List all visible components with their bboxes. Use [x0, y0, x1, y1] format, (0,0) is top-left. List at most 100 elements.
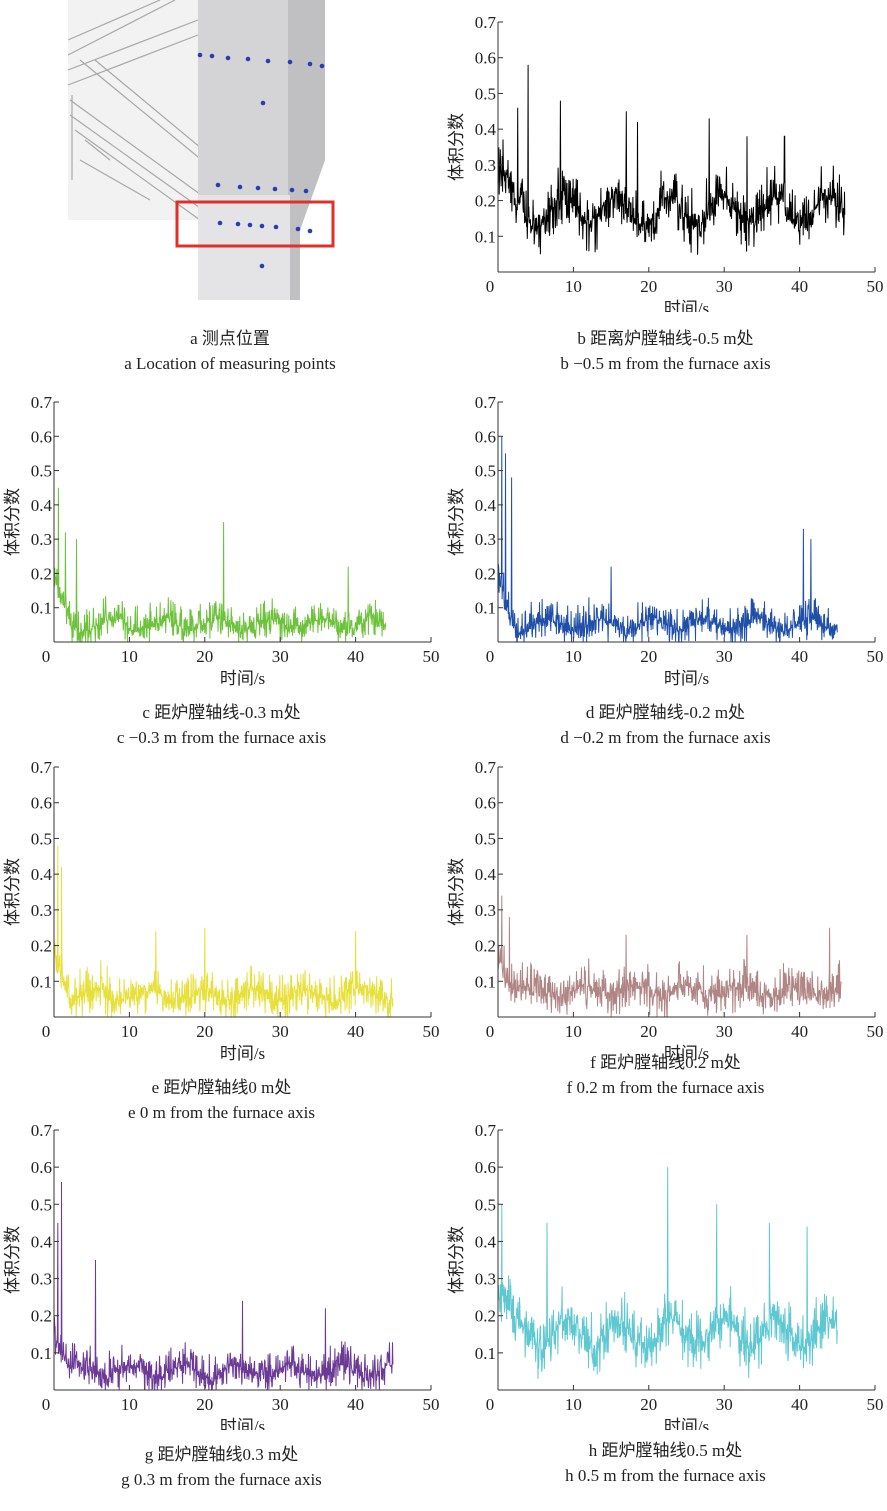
y-tick-label: 0.7 — [475, 1121, 497, 1140]
measuring-point — [307, 228, 313, 234]
y-tick-label: 0.4 — [475, 496, 497, 515]
caption-a-en: a Location of measuring points — [124, 354, 336, 373]
caption-d-cn: d 距炉膛轴线-0.2 m处 — [585, 703, 746, 722]
y-tick-label: 0.6 — [31, 1158, 52, 1177]
furnace-diagram — [67, 0, 335, 300]
measuring-point — [303, 188, 309, 194]
x-tick-label: 50 — [423, 647, 440, 666]
x-tick-label: 10 — [565, 647, 582, 666]
x-axis-label: 时间/s — [664, 299, 709, 312]
x-tick-label: 10 — [565, 1022, 582, 1041]
y-tick-label: 0.4 — [475, 1232, 497, 1251]
measuring-point — [217, 220, 223, 226]
x-tick-label: 0 — [42, 1395, 51, 1414]
y-tick-label: 0.7 — [475, 13, 497, 32]
x-tick-label: 40 — [347, 1022, 364, 1041]
x-tick-label: 20 — [640, 1395, 657, 1414]
x-tick-label: 40 — [791, 647, 808, 666]
measuring-point — [289, 187, 295, 193]
y-axis-label: 体积分数 — [447, 113, 466, 181]
x-tick-label: 50 — [867, 1022, 884, 1041]
x-tick-label: 20 — [640, 647, 657, 666]
measuring-point — [215, 182, 221, 188]
x-tick-label: 40 — [791, 277, 808, 296]
series-line-h — [497, 1167, 838, 1379]
x-tick-label: 0 — [486, 277, 495, 296]
x-axis-label: 时间/s — [220, 1417, 265, 1430]
x-tick-label: 10 — [121, 1395, 138, 1414]
x-tick-label: 0 — [42, 1022, 51, 1041]
series-line-e — [53, 845, 394, 1018]
x-tick-label: 30 — [272, 647, 289, 666]
y-axis-label: 体积分数 — [3, 1226, 22, 1294]
y-tick-label: 0.4 — [31, 1232, 53, 1251]
measuring-point — [245, 56, 251, 62]
y-tick-label: 0.6 — [475, 794, 496, 813]
x-tick-label: 40 — [791, 1395, 808, 1414]
measuring-point — [273, 224, 279, 230]
y-tick-label: 0.3 — [31, 530, 52, 549]
panel-c: 0.1 0.2 0.3 0.4 0.5 0.6 0.7 0 10 20 30 40 50 时间/s 体积分数… — [0, 380, 443, 755]
chart-g: 0.1 0.2 0.3 0.4 0.5 0.6 0.7 0 10 20 30 40 50 时间/s 体积分数 — [3, 1121, 440, 1430]
x-tick-label: 20 — [196, 1022, 213, 1041]
measuring-point — [319, 63, 325, 69]
measuring-point — [237, 184, 243, 190]
y-tick-label: 0.5 — [475, 462, 496, 481]
caption-g-cn: g 距炉膛轴线0.3 m处 — [144, 1445, 299, 1464]
panel-f: 0.1 0.2 0.3 0.4 0.5 0.6 0.7 0 10 20 30 40 50 时间/s 体积分数… — [444, 755, 887, 1118]
x-tick-label: 40 — [347, 647, 364, 666]
measuring-point — [259, 263, 265, 269]
panel-g: 0.1 0.2 0.3 0.4 0.5 0.6 0.7 0 10 20 30 40 50 时间/s 体积分数… — [0, 1118, 443, 1511]
x-axis-label: 时间/s — [664, 1417, 709, 1430]
panel-a: a 测点位置 a Location of measuring points — [0, 0, 444, 380]
x-tick-label: 0 — [486, 647, 495, 666]
chart-b: 0.1 0.2 0.3 0.4 0.5 0.6 0.7 0 10 20 30 40 50 时间/s 体积分数 — [447, 13, 884, 312]
y-tick-label: 0.2 — [475, 564, 496, 583]
measuring-point — [295, 226, 301, 232]
x-tick-label: 10 — [121, 647, 138, 666]
series-line-g — [53, 1181, 394, 1391]
caption-c-cn: c 距炉膛轴线-0.3 m处 — [142, 703, 301, 722]
measuring-points — [197, 52, 325, 269]
y-tick-label: 0.6 — [31, 794, 52, 813]
x-tick-label: 20 — [640, 1022, 657, 1041]
x-tick-label: 30 — [716, 1395, 733, 1414]
y-axis-label: 体积分数 — [447, 488, 466, 556]
y-tick-label: 0.7 — [31, 1121, 53, 1140]
y-tick-label: 0.1 — [31, 1344, 52, 1363]
x-tick-label: 50 — [423, 1395, 440, 1414]
measuring-point — [260, 100, 266, 106]
y-tick-label: 0.4 — [475, 120, 497, 139]
measuring-point — [247, 222, 253, 228]
y-tick-label: 0.5 — [31, 829, 52, 848]
x-tick-label: 10 — [565, 277, 582, 296]
caption-a-cn: a 测点位置 — [190, 329, 270, 348]
y-axis-label: 体积分数 — [447, 858, 466, 926]
x-axis-label: 时间/s — [664, 1044, 709, 1063]
y-axis-label: 体积分数 — [3, 488, 22, 556]
x-tick-label: 0 — [486, 1022, 495, 1041]
caption-e-en: e 0 m from the furnace axis — [128, 1103, 315, 1122]
caption-b-en: b −0.5 m from the furnace axis — [560, 354, 771, 373]
y-tick-label: 0.1 — [475, 227, 496, 246]
structure-lines — [67, 0, 226, 221]
x-axis-label: 时间/s — [664, 669, 709, 688]
panel-e: 0.1 0.2 0.3 0.4 0.5 0.6 0.7 0 10 20 30 40 50 时间/s 体积分数… — [0, 755, 443, 1122]
measuring-point — [307, 61, 313, 67]
chart-c: 0.1 0.2 0.3 0.4 0.5 0.6 0.7 0 10 20 30 40 50 时间/s 体积分数 — [3, 393, 440, 688]
measuring-point — [259, 223, 265, 229]
y-tick-label: 0.7 — [475, 758, 497, 777]
x-tick-label: 30 — [716, 1022, 733, 1041]
y-tick-label: 0.1 — [31, 972, 52, 991]
y-tick-label: 0.3 — [475, 530, 496, 549]
x-tick-label: 0 — [486, 1395, 495, 1414]
y-tick-label: 0.5 — [31, 462, 52, 481]
x-tick-label: 50 — [867, 1395, 884, 1414]
y-tick-label: 0.6 — [31, 427, 52, 446]
y-tick-label: 0.4 — [475, 865, 497, 884]
y-tick-label: 0.2 — [475, 192, 496, 211]
y-tick-label: 0.6 — [475, 49, 496, 68]
panel-d: 0.1 0.2 0.3 0.4 0.5 0.6 0.7 0 10 20 30 40 50 时间/s 体积分数… — [444, 380, 887, 755]
measuring-point — [272, 186, 278, 192]
y-tick-label: 0.7 — [475, 393, 497, 412]
